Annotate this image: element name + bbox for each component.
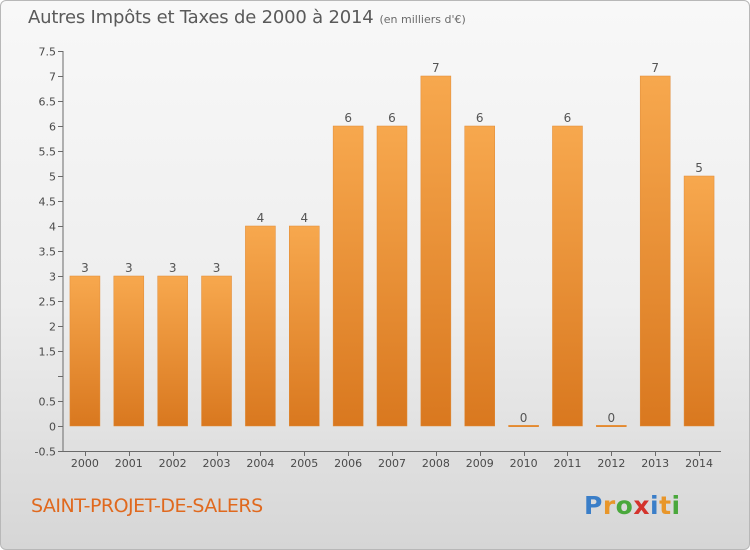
logo-letter: r: [602, 491, 616, 520]
y-axis: -0.5 0 0.5 1.5 2 2.5 3 3.5 4 4.5 5 5.5 6 6.5 7 7.5: [35, 46, 64, 459]
x-tick-label: 2014: [685, 457, 713, 470]
bar: [683, 175, 715, 427]
x-axis: 2000 2001 2002 2003 2004 2005 2006 2007 2008 2009…: [63, 451, 721, 470]
chart-title: Autres Impôts et Taxes de 2000 à 2014 (en…: [28, 7, 466, 28]
y-tick-label: 0: [49, 421, 56, 434]
x-tick-label: 2009: [466, 457, 494, 470]
x-tick-label: 2012: [597, 457, 625, 470]
y-tick-label: 7: [49, 71, 56, 84]
x-tick-label: 2007: [378, 457, 406, 470]
value-labels: 3 3 3 3 4 4 6 6 7 6 0 6 0 7 5: [81, 61, 703, 425]
logo-letter: i: [671, 491, 681, 520]
bar: [332, 125, 364, 427]
bar: [113, 275, 145, 427]
x-tick-label: 2006: [334, 457, 362, 470]
x-tick-label: 2013: [641, 457, 669, 470]
bar-value-label: 5: [695, 161, 703, 175]
x-tick-label: 2004: [246, 457, 274, 470]
logo-letter: o: [615, 491, 634, 520]
bar: [245, 225, 276, 427]
bar: [69, 275, 101, 427]
bar: [289, 225, 320, 427]
y-tick-label: 4.5: [39, 196, 57, 209]
bar-value-label: 3: [81, 261, 89, 275]
y-tick-label: 5.5: [39, 146, 57, 159]
y-tick-label: 4: [49, 221, 56, 234]
logo-letter: i: [650, 491, 660, 520]
logo-letter: t: [659, 491, 672, 520]
y-tick-label: -0.5: [35, 446, 56, 459]
x-tick-label: 2003: [203, 457, 231, 470]
bar-value-label: 6: [476, 111, 484, 125]
bar: [508, 425, 539, 427]
chart-subtitle: (en milliers d'€): [379, 13, 466, 26]
bar-value-label: 0: [520, 411, 528, 425]
commune-name: SAINT-PROJET-DE-SALERS: [31, 495, 263, 517]
y-tick-label: 1.5: [39, 346, 57, 359]
bar-value-label: 6: [564, 111, 572, 125]
logo-letter: P: [584, 491, 603, 520]
bar-value-label: 6: [388, 111, 396, 125]
bars: [69, 75, 715, 427]
x-tick-label: 2000: [71, 457, 99, 470]
chart-title-text: Autres Impôts et Taxes de 2000 à 2014: [28, 7, 374, 28]
x-tick-label: 2001: [115, 457, 143, 470]
bar-value-label: 6: [344, 111, 352, 125]
bar: [639, 75, 671, 427]
y-tick-label: 6.5: [39, 96, 57, 109]
bar: [420, 75, 452, 427]
bar-value-label: 3: [213, 261, 221, 275]
x-tick-label: 2008: [422, 457, 450, 470]
bar: [201, 275, 232, 427]
y-tick-label: 6: [49, 121, 56, 134]
x-tick-label: 2011: [553, 457, 581, 470]
y-tick-label: 0.5: [39, 396, 57, 409]
logo-letter: x: [633, 491, 650, 520]
bar-value-label: 7: [432, 61, 440, 75]
y-tick-label: 2: [49, 321, 56, 334]
x-tick-label: 2002: [159, 457, 187, 470]
x-tick-label: 2005: [290, 457, 318, 470]
bar-value-label: 0: [608, 411, 616, 425]
bar-value-label: 3: [169, 261, 177, 275]
bar: [376, 125, 408, 427]
bar: [464, 125, 495, 427]
bar-value-label: 4: [257, 211, 265, 225]
bar: [552, 125, 583, 427]
bar: [157, 275, 188, 427]
bar-value-label: 3: [125, 261, 133, 275]
proxiti-logo: Proxiti: [584, 491, 681, 520]
y-tick-label: 7.5: [39, 46, 57, 59]
y-tick-label: 2.5: [39, 296, 57, 309]
y-tick-label: 3: [49, 271, 56, 284]
y-tick-label: 5: [49, 171, 56, 184]
bar-value-label: 4: [300, 211, 308, 225]
y-tick-label: 3.5: [39, 246, 57, 259]
x-tick-label: 2010: [510, 457, 538, 470]
bar: [596, 425, 627, 427]
bar-value-label: 7: [651, 61, 659, 75]
